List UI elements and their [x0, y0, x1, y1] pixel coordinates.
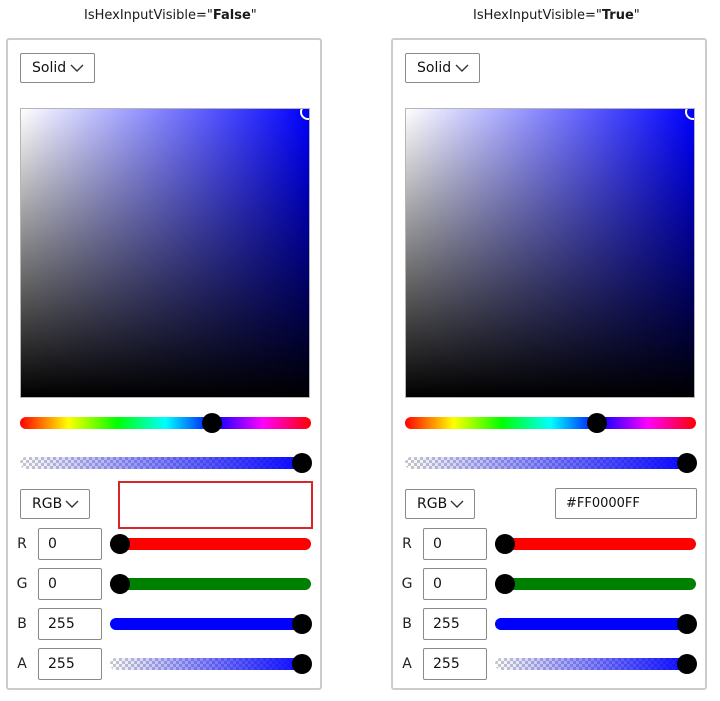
hue-slider-thumb[interactable]: [202, 413, 222, 433]
green-slider-track[interactable]: [110, 578, 311, 590]
green-value-input[interactable]: 0: [423, 568, 487, 600]
chevron-down-icon: [70, 64, 84, 72]
green-value-input[interactable]: 0: [38, 568, 102, 600]
alpha-slider-track[interactable]: [405, 457, 696, 469]
channel-label-a: A: [402, 656, 412, 672]
channel-label-g: G: [16, 576, 28, 592]
hue-slider-track[interactable]: [20, 417, 311, 429]
green-slider-thumb[interactable]: [495, 574, 515, 594]
hue-slider-thumb[interactable]: [587, 413, 607, 433]
caption-hex-visible: IsHexInputVisible="True": [473, 8, 640, 23]
alpha-channel-gradient: [495, 658, 696, 670]
alpha-slider-track[interactable]: [20, 457, 311, 469]
alpha-channel-slider-track[interactable]: [495, 658, 696, 670]
alpha-value-input[interactable]: 255: [38, 648, 102, 680]
color-model-dropdown[interactable]: RGB: [405, 489, 475, 519]
red-slider-track[interactable]: [495, 538, 696, 550]
alpha-slider-thumb[interactable]: [677, 453, 697, 473]
green-slider-track[interactable]: [495, 578, 696, 590]
color-spectrum[interactable]: [405, 108, 695, 398]
color-model-dropdown[interactable]: RGB: [20, 489, 90, 519]
spectrum-value-layer: [21, 109, 309, 397]
green-slider-thumb[interactable]: [110, 574, 130, 594]
spectrum-value-layer: [406, 109, 694, 397]
chevron-down-icon: [65, 500, 79, 508]
alpha-gradient: [20, 457, 311, 469]
color-picker-hex-hidden: Solid RGB R 0 G 0 B 255 A 25: [6, 38, 322, 690]
red-slider-thumb[interactable]: [495, 534, 515, 554]
blue-slider-track[interactable]: [110, 618, 311, 630]
channel-label-g: G: [401, 576, 413, 592]
alpha-channel-slider-thumb[interactable]: [292, 654, 312, 674]
alpha-gradient: [405, 457, 696, 469]
channel-label-a: A: [17, 656, 27, 672]
channel-label-r: R: [402, 536, 412, 552]
alpha-slider-thumb[interactable]: [292, 453, 312, 473]
mode-dropdown[interactable]: Solid: [20, 53, 95, 83]
spectrum-selection-ring[interactable]: [685, 109, 694, 120]
red-slider-track[interactable]: [110, 538, 311, 550]
hue-slider-track[interactable]: [405, 417, 696, 429]
mode-dropdown[interactable]: Solid: [405, 53, 480, 83]
blue-value-input[interactable]: 255: [38, 608, 102, 640]
caption-hex-hidden: IsHexInputVisible="False": [84, 8, 257, 23]
blue-value-input[interactable]: 255: [423, 608, 487, 640]
channel-label-b: B: [17, 616, 27, 632]
red-slider-thumb[interactable]: [110, 534, 130, 554]
hex-input-hidden-area: [118, 481, 313, 529]
blue-slider-thumb[interactable]: [677, 614, 697, 634]
red-value-input[interactable]: 0: [38, 528, 102, 560]
spectrum-selection-ring[interactable]: [300, 109, 309, 120]
red-value-input[interactable]: 0: [423, 528, 487, 560]
alpha-value-input[interactable]: 255: [423, 648, 487, 680]
channel-label-b: B: [402, 616, 412, 632]
alpha-channel-gradient: [110, 658, 311, 670]
alpha-channel-slider-thumb[interactable]: [677, 654, 697, 674]
blue-slider-thumb[interactable]: [292, 614, 312, 634]
blue-slider-track[interactable]: [495, 618, 696, 630]
chevron-down-icon: [455, 64, 469, 72]
hex-input[interactable]: #FF0000FF: [555, 488, 697, 519]
channel-label-r: R: [17, 536, 27, 552]
color-spectrum[interactable]: [20, 108, 310, 398]
chevron-down-icon: [450, 500, 464, 508]
alpha-channel-slider-track[interactable]: [110, 658, 311, 670]
color-picker-hex-visible: Solid RGB #FF0000FF R 0 G 0 B 255 A 255: [391, 38, 707, 690]
